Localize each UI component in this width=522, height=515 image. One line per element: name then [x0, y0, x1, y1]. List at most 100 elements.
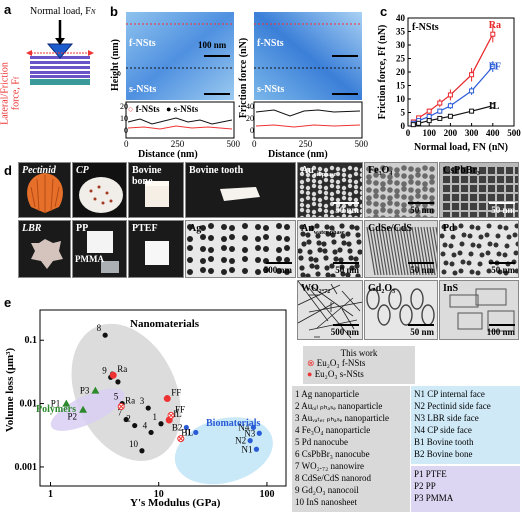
particle — [504, 243, 510, 249]
particle — [468, 251, 474, 257]
data-point — [469, 72, 475, 78]
particle — [415, 188, 421, 194]
point-number: 10 — [129, 439, 139, 449]
particle — [299, 265, 305, 271]
particle — [452, 270, 458, 276]
data-point — [447, 92, 453, 98]
particle — [394, 172, 400, 178]
particle — [496, 251, 502, 257]
particle — [359, 190, 362, 196]
nanocoil — [421, 304, 435, 326]
point-label: B1 — [181, 427, 192, 437]
particle — [373, 214, 379, 217]
particle — [394, 167, 400, 173]
particle — [387, 166, 393, 172]
particle — [408, 195, 414, 201]
particle — [366, 166, 372, 172]
polymers-label: Polymers — [36, 404, 76, 415]
particle — [380, 207, 386, 213]
particle — [329, 183, 335, 189]
nanorod — [429, 226, 437, 273]
tile-ptef: PTEF — [128, 220, 184, 278]
nanocube — [452, 167, 459, 174]
particle — [359, 185, 362, 191]
legend-s-nsts-e: Eu₂O₃ s-NSts — [314, 369, 364, 379]
particle — [329, 263, 335, 269]
particle — [485, 250, 491, 256]
nanosheet — [457, 312, 483, 330]
nanocube — [488, 203, 495, 210]
data-point — [490, 31, 496, 37]
particle — [229, 234, 235, 240]
particle — [305, 232, 311, 238]
nanocube — [515, 194, 518, 201]
particle — [347, 173, 353, 179]
particle — [335, 189, 341, 195]
tile-au-water: Auwater phase 50 nm — [297, 220, 363, 278]
particle — [329, 165, 335, 171]
panel-b-figure — [125, 12, 363, 139]
particle — [442, 242, 448, 248]
nanocube — [479, 212, 486, 217]
particle — [345, 231, 351, 237]
particle — [387, 195, 393, 201]
particle — [332, 249, 338, 255]
particle — [284, 224, 290, 230]
particle — [373, 167, 379, 173]
particle — [394, 201, 400, 207]
nanocube — [479, 167, 486, 174]
nanorod — [393, 226, 403, 276]
nanocube — [470, 203, 477, 210]
particle — [387, 187, 393, 193]
particle — [469, 224, 475, 230]
point-label: N2 — [235, 436, 246, 446]
particle — [457, 250, 463, 256]
particle — [387, 200, 393, 206]
particle — [221, 257, 227, 263]
particle — [467, 233, 473, 239]
nanocube — [497, 167, 504, 174]
particle — [366, 195, 372, 201]
point-label: Ra — [117, 364, 127, 374]
particle — [333, 256, 339, 262]
particle — [487, 241, 493, 247]
particle — [347, 196, 353, 202]
nanorod — [375, 226, 385, 276]
particle — [347, 214, 353, 217]
particle — [339, 223, 345, 229]
series-label: IL — [489, 101, 500, 112]
nanocube — [443, 194, 450, 201]
particle — [242, 268, 248, 274]
biomaterial-point — [247, 438, 253, 444]
tile-wo: WO₂.₇₂ 500 nm — [297, 280, 363, 340]
particle — [408, 208, 414, 214]
left-x-axis-title: Distance (nm) — [138, 149, 198, 160]
particle — [345, 272, 351, 277]
particle — [415, 172, 421, 178]
series-line-IL — [413, 105, 493, 126]
particle — [512, 232, 518, 238]
particle — [408, 179, 414, 185]
particle — [401, 173, 407, 179]
particle — [460, 259, 466, 265]
particle — [341, 203, 347, 209]
series-label: Ra — [489, 20, 501, 31]
nanocube — [515, 185, 518, 192]
particle — [299, 189, 305, 195]
particle — [323, 203, 329, 209]
nanocube — [506, 176, 513, 183]
particle — [356, 239, 362, 245]
particle — [422, 186, 428, 192]
particle — [200, 246, 206, 252]
particle — [242, 256, 248, 262]
x-tick-label: 200 — [444, 128, 458, 138]
point-label: Ra — [125, 395, 135, 405]
nanomaterials-label: Nanomaterials — [130, 318, 200, 330]
particle — [317, 184, 323, 190]
particle — [311, 214, 317, 217]
particle — [422, 207, 428, 213]
particle — [187, 269, 193, 275]
nanocube — [443, 212, 450, 217]
particle — [408, 174, 414, 180]
nanowire — [330, 283, 338, 295]
